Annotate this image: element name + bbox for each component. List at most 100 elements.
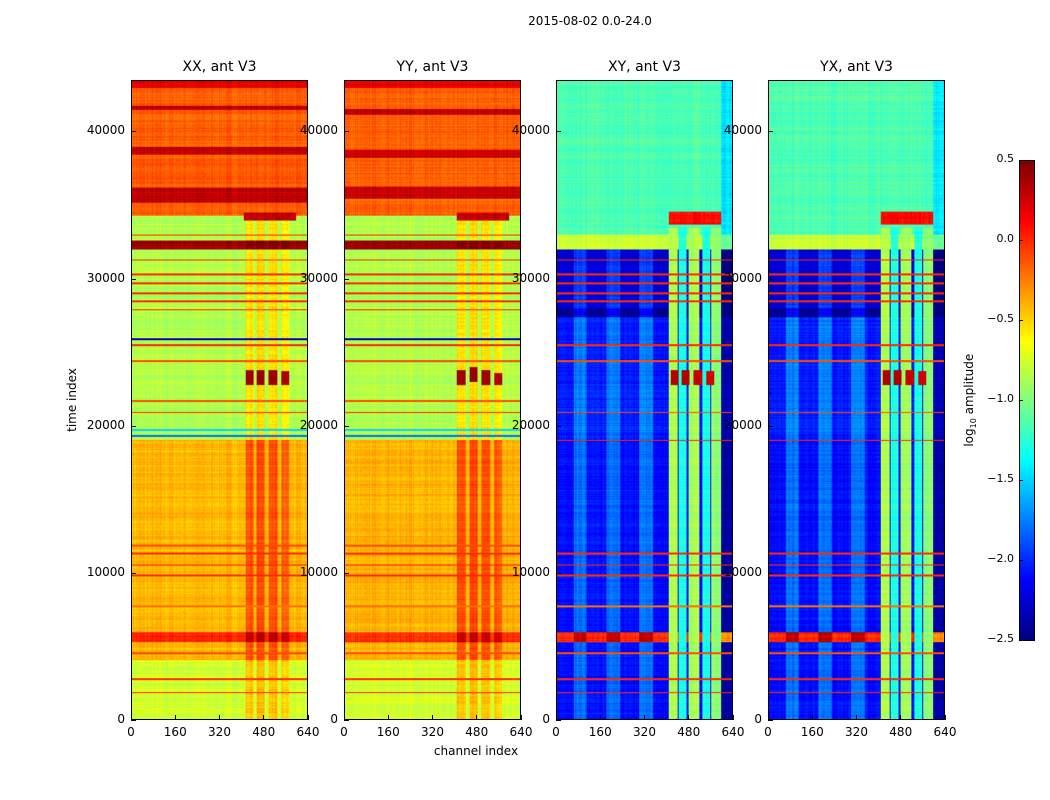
y-tick-label: 20000	[723, 417, 762, 432]
x-tick-label: 320	[421, 725, 444, 739]
y-tick-mark	[344, 720, 349, 721]
heatmap-panel-xy	[556, 80, 733, 720]
x-tick-mark	[688, 715, 690, 720]
colorbar-tick-label: −2.5	[987, 632, 1014, 645]
x-tick-label: 640	[509, 725, 533, 739]
x-tick-label: 640	[296, 725, 320, 739]
y-tick-label: 30000	[511, 270, 550, 285]
x-axis-label: channel index	[433, 744, 519, 758]
x-tick-label: 320	[845, 725, 868, 739]
x-tick-mark	[343, 715, 345, 720]
y-tick-label: 20000	[511, 417, 550, 432]
y-tick-label: 10000	[511, 564, 550, 579]
y-tick-label: 40000	[511, 123, 550, 138]
y-tick-mark	[556, 278, 561, 280]
colorbar-tick-label: −2.0	[987, 552, 1014, 565]
y-tick-mark	[344, 278, 349, 280]
x-tick-label: 160	[588, 725, 612, 739]
y-tick-label: 20000	[299, 417, 338, 432]
y-tick-mark	[768, 425, 773, 427]
y-tick-mark	[768, 131, 773, 133]
x-tick-mark	[432, 715, 433, 720]
figure-title: 2015-08-02 0.0-24.0	[528, 14, 652, 28]
y-tick-label: 0	[542, 712, 550, 726]
x-tick-mark	[263, 715, 265, 720]
x-tick-mark	[387, 715, 389, 720]
y-tick-label: 20000	[86, 417, 125, 432]
x-tick-mark	[174, 715, 176, 720]
y-tick-mark	[131, 425, 136, 427]
y-tick-mark	[768, 278, 773, 280]
heatmap-image	[132, 81, 307, 719]
x-tick-mark	[599, 715, 601, 720]
x-tick-label: 0	[552, 725, 560, 739]
y-tick-mark	[556, 572, 561, 574]
x-tick-label: 160	[376, 725, 400, 739]
x-tick-label: 480	[889, 725, 913, 739]
y-tick-mark	[344, 572, 349, 574]
x-tick-mark	[811, 715, 813, 720]
panel-title: YX, ant V3	[820, 59, 893, 75]
colorbar-label-log: log	[961, 428, 976, 447]
y-tick-mark	[344, 131, 349, 133]
y-tick-label: 40000	[299, 123, 338, 138]
x-tick-label: 0	[764, 725, 772, 739]
y-tick-label: 10000	[86, 564, 125, 579]
x-tick-mark	[219, 715, 220, 720]
y-tick-mark	[556, 720, 561, 721]
y-tick-mark	[131, 131, 136, 133]
y-tick-label: 0	[117, 712, 125, 726]
x-tick-mark	[644, 715, 645, 720]
y-tick-mark	[556, 425, 561, 427]
x-tick-mark	[944, 715, 946, 720]
x-tick-mark	[130, 715, 132, 720]
y-axis-label: time index	[65, 368, 79, 432]
heatmap-image	[557, 81, 732, 719]
x-tick-label: 480	[465, 725, 489, 739]
heatmap-panel-yx	[768, 80, 945, 720]
y-tick-label: 0	[754, 712, 762, 726]
colorbar-tick-label: 0.0	[996, 232, 1015, 245]
colorbar-tick-mark	[1019, 400, 1023, 401]
y-tick-mark	[131, 572, 136, 574]
x-tick-mark	[520, 715, 522, 720]
y-tick-label: 0	[330, 712, 338, 726]
y-tick-mark	[131, 720, 136, 721]
colorbar-tick-label: 0.5	[996, 152, 1015, 165]
y-tick-label: 30000	[723, 270, 762, 285]
x-tick-label: 480	[677, 725, 701, 739]
heatmap-panel-xx	[131, 80, 308, 720]
y-tick-label: 30000	[86, 270, 125, 285]
x-tick-label: 160	[800, 725, 824, 739]
x-tick-label: 160	[163, 725, 187, 739]
y-tick-label: 40000	[86, 123, 125, 138]
y-tick-label: 40000	[723, 123, 762, 138]
x-tick-mark	[476, 715, 478, 720]
heatmap-image	[345, 81, 520, 719]
x-tick-label: 320	[208, 725, 231, 739]
panel-title: XY, ant V3	[608, 59, 681, 75]
y-tick-mark	[131, 278, 136, 280]
panel-title: XX, ant V3	[182, 59, 257, 75]
x-tick-mark	[555, 715, 557, 720]
colorbar-tick-mark	[1019, 240, 1023, 241]
y-tick-mark	[768, 720, 773, 721]
x-tick-label: 640	[721, 725, 745, 739]
heatmap-panel-yy	[344, 80, 521, 720]
colorbar-tick-label: −1.0	[987, 392, 1014, 405]
x-tick-mark	[732, 715, 734, 720]
colorbar-label-sub: 10	[969, 418, 979, 429]
colorbar-label-rest: amplitude	[961, 353, 976, 419]
colorbar-tick-mark	[1019, 640, 1023, 641]
x-tick-label: 640	[933, 725, 957, 739]
x-tick-mark	[767, 715, 769, 720]
x-tick-label: 0	[127, 725, 135, 739]
colorbar-tick-mark	[1019, 480, 1023, 481]
x-tick-mark	[307, 715, 309, 720]
y-tick-label: 30000	[299, 270, 338, 285]
x-tick-label: 0	[340, 725, 348, 739]
colorbar-tick-label: −0.5	[987, 312, 1014, 325]
colorbar-tick-mark	[1019, 320, 1023, 321]
y-tick-label: 10000	[723, 564, 762, 579]
